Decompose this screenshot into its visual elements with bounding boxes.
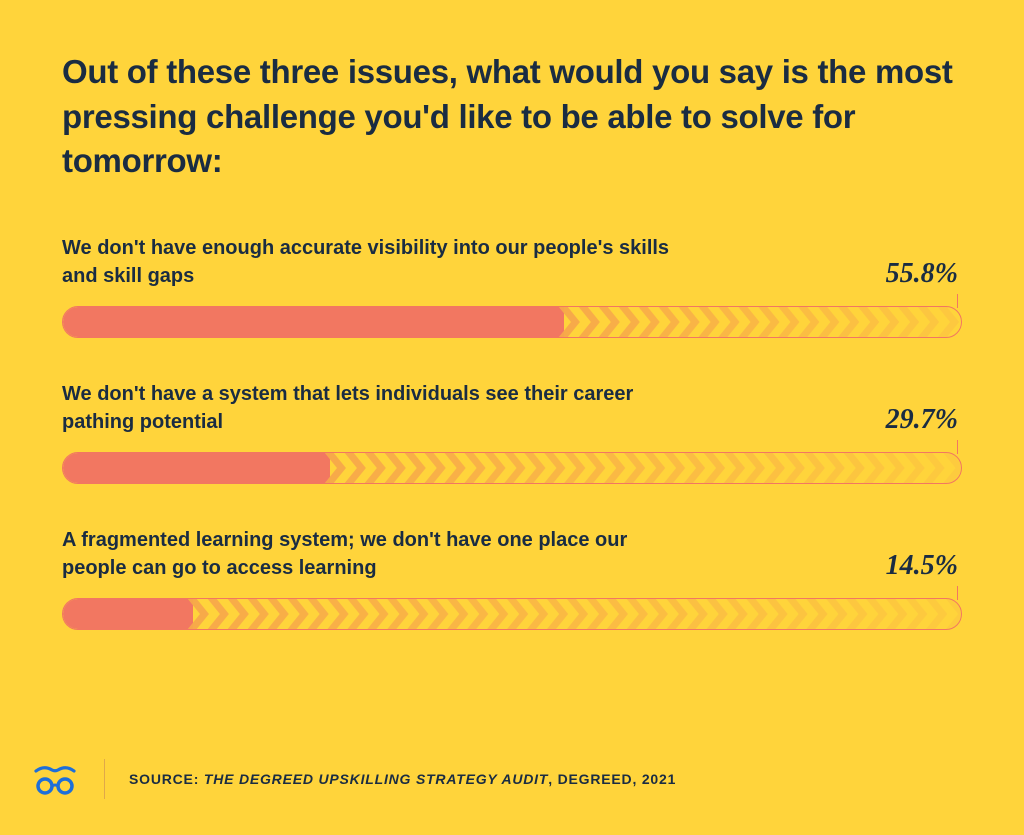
source-suffix: , DEGREED, 2021 — [548, 771, 676, 787]
bar-track — [62, 598, 962, 630]
bar-label: We don't have enough accurate visibility… — [62, 234, 682, 290]
source-title: THE DEGREED UPSKILLING STRATEGY AUDIT — [204, 771, 548, 787]
bar-header: A fragmented learning system; we don't h… — [62, 526, 962, 582]
bar-fill — [63, 599, 193, 629]
bar-chevrons — [558, 307, 961, 337]
bar-percentage: 29.7% — [886, 404, 962, 436]
degreed-logo-icon — [30, 761, 80, 797]
footer-divider — [104, 759, 105, 799]
source-citation: SOURCE: THE DEGREED UPSKILLING STRATEGY … — [129, 771, 676, 787]
bar-fill — [63, 453, 330, 483]
chart-container: We don't have enough accurate visibility… — [62, 234, 962, 630]
chart-title: Out of these three issues, what would yo… — [62, 50, 962, 184]
bar-chevrons — [187, 599, 961, 629]
bar-track — [62, 452, 962, 484]
bar-header: We don't have enough accurate visibility… — [62, 234, 962, 290]
bar-item: We don't have enough accurate visibility… — [62, 234, 962, 338]
footer: SOURCE: THE DEGREED UPSKILLING STRATEGY … — [30, 759, 962, 799]
percentage-tick — [957, 440, 958, 454]
bar-track — [62, 306, 962, 338]
bar-label: We don't have a system that lets individ… — [62, 380, 682, 436]
bar-fill — [63, 307, 564, 337]
bar-percentage: 14.5% — [886, 550, 962, 582]
bar-chevrons — [324, 453, 961, 483]
bar-item: A fragmented learning system; we don't h… — [62, 526, 962, 630]
percentage-tick — [957, 586, 958, 600]
bar-item: We don't have a system that lets individ… — [62, 380, 962, 484]
bar-percentage: 55.8% — [886, 258, 962, 290]
bar-header: We don't have a system that lets individ… — [62, 380, 962, 436]
percentage-tick — [957, 294, 958, 308]
source-prefix: SOURCE: — [129, 771, 204, 787]
bar-label: A fragmented learning system; we don't h… — [62, 526, 682, 582]
